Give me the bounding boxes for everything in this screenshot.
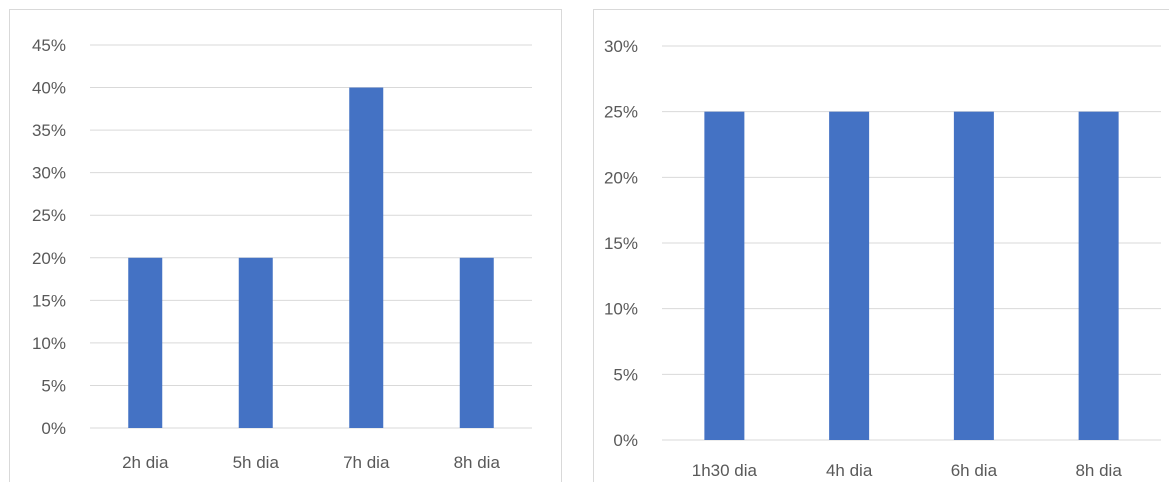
y-tick-label: 5%	[613, 365, 638, 384]
y-tick-label: 20%	[32, 249, 66, 268]
y-tick-label: 20%	[604, 168, 638, 187]
y-tick-label: 0%	[613, 431, 638, 450]
bar-8h-dia	[1078, 111, 1119, 441]
x-category-label: 5h dia	[233, 453, 280, 472]
y-tick-label: 30%	[604, 37, 638, 56]
bar-1h30-dia	[704, 111, 745, 441]
y-tick-label: 30%	[32, 164, 66, 183]
x-category-label: 4h dia	[826, 461, 873, 480]
y-tick-label: 0%	[41, 419, 66, 438]
y-tick-label: 45%	[32, 36, 66, 55]
x-category-label: 7h dia	[343, 453, 390, 472]
bar-6h-dia	[953, 111, 994, 441]
x-category-label: 6h dia	[951, 461, 998, 480]
bar-7h-dia	[349, 87, 384, 429]
x-category-label: 2h dia	[122, 453, 169, 472]
y-tick-label: 25%	[604, 103, 638, 122]
bar-4h-dia	[829, 111, 870, 441]
bar-chart-right: 0% 5% 10% 15% 20% 25% 30% 1h30 dia 4h dia 6h dia 8…	[604, 37, 1161, 480]
bar-chart-left: 0% 5% 10% 15% 20% 25% 30% 35% 40% 45% 2h dia 5h dia…	[32, 36, 532, 472]
y-tick-label: 10%	[604, 300, 638, 319]
y-tick-label: 35%	[32, 121, 66, 140]
bar-5h-dia	[238, 257, 273, 428]
x-category-label: 1h30 dia	[692, 461, 758, 480]
y-tick-label: 40%	[32, 79, 66, 98]
y-tick-label: 15%	[32, 291, 66, 310]
bar-2h-dia	[128, 257, 163, 428]
x-category-label: 8h dia	[1075, 461, 1122, 480]
chart-panel-left: 0% 5% 10% 15% 20% 25% 30% 35% 40% 45% 2h dia 5h dia…	[9, 9, 562, 482]
chart-panel-right: 0% 5% 10% 15% 20% 25% 30% 1h30 dia 4h dia 6h dia 8…	[593, 9, 1169, 482]
bar-8h-dia	[459, 257, 494, 428]
y-tick-label: 5%	[41, 376, 66, 395]
y-tick-label: 15%	[604, 234, 638, 253]
y-tick-label: 25%	[32, 206, 66, 225]
x-category-label: 8h dia	[454, 453, 501, 472]
y-tick-label: 10%	[32, 334, 66, 353]
